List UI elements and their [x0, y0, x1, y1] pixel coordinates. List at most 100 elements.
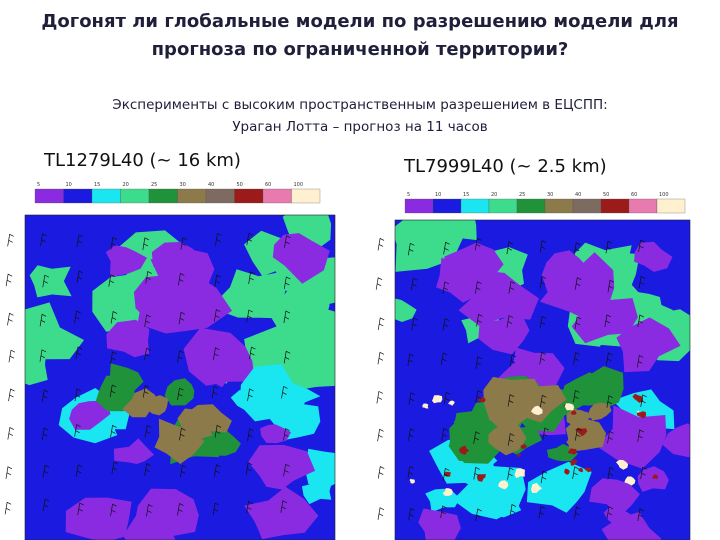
map-region [399, 220, 439, 247]
wind-barb [377, 237, 385, 251]
wind-barb [539, 315, 547, 329]
map-region [230, 387, 267, 413]
wind-barb [442, 318, 450, 331]
wind-barb [607, 430, 614, 444]
wind-barb [540, 470, 548, 484]
wind-barb [145, 271, 152, 284]
panel-label: TL1279L40 (~ 16 km) [44, 150, 241, 171]
map-region [589, 478, 640, 517]
map-region [137, 271, 232, 334]
wind-barb [538, 505, 546, 519]
wind-barb [410, 277, 418, 291]
wind-barb [408, 392, 416, 405]
map-region [29, 265, 72, 298]
wind-barb [177, 350, 184, 363]
map-region [422, 403, 429, 409]
wind-barb [606, 352, 613, 365]
wind-barb [572, 466, 579, 479]
colorbar-swatch [262, 188, 292, 204]
map-region [597, 405, 667, 469]
wind-barb [606, 506, 614, 519]
wind-barb [507, 433, 515, 446]
map-region [305, 448, 335, 489]
wind-barb [509, 504, 517, 517]
wind-barb [411, 317, 418, 331]
wind-barb [75, 346, 83, 360]
colorbar-label: 30 [180, 182, 186, 188]
wind-barb [407, 353, 414, 367]
wind-barb [109, 384, 117, 398]
wind-barb [475, 281, 482, 294]
wind-barb [443, 391, 451, 405]
map-region [526, 461, 592, 513]
colorbar-label: 100 [294, 182, 304, 188]
wind-barb [281, 385, 288, 399]
wind-barb [539, 276, 547, 289]
wind-barb [108, 274, 115, 287]
wind-barb [214, 424, 222, 438]
wind-barb [41, 389, 49, 403]
colorbar-swatch [63, 188, 93, 204]
wind-barb [74, 388, 82, 402]
wind-barb [377, 466, 385, 479]
wind-barb [214, 274, 221, 288]
wind-barb [42, 274, 49, 288]
map-region [651, 474, 658, 479]
wind-barb [246, 500, 253, 514]
wind-barb [637, 314, 644, 328]
map-region [395, 298, 417, 322]
colorbar-swatch [600, 198, 630, 214]
wind-barb [407, 242, 415, 256]
colorbar-label: 30 [547, 192, 553, 198]
wind-barb [573, 242, 581, 255]
colorbar-swatch [234, 188, 264, 204]
map-region [95, 375, 137, 412]
wind-barb [508, 281, 516, 294]
map-region [634, 241, 673, 272]
wind-barb [110, 311, 118, 324]
map-region [432, 395, 443, 404]
wind-barb [76, 234, 84, 247]
wind-barb [574, 277, 582, 290]
colorbar-swatch [460, 198, 490, 214]
wind-barb [375, 277, 383, 290]
wind-barb [377, 507, 385, 520]
wind-barb [8, 349, 16, 363]
colorbar-label: 10 [435, 192, 441, 198]
map-region [498, 480, 509, 490]
map-region [569, 366, 624, 410]
wind-barb [179, 427, 186, 441]
colorbar-swatch [656, 198, 686, 214]
wind-barb [539, 240, 547, 253]
wind-barb [377, 428, 384, 442]
colorbar-label: 60 [631, 192, 637, 198]
map-region [459, 445, 470, 455]
wind-barb [475, 508, 482, 522]
map-region [477, 397, 486, 403]
wind-barb [144, 463, 151, 476]
wind-barb [604, 314, 612, 327]
map-region [69, 400, 111, 430]
map-region [272, 233, 330, 284]
map-region [603, 506, 635, 531]
wind-barb [443, 241, 450, 255]
wind-barb [377, 351, 385, 365]
wind-barb [606, 395, 614, 408]
wind-barb [213, 309, 221, 322]
wind-barb [607, 466, 615, 480]
title-line: Догонят ли глобальные модели по разрешен… [41, 11, 679, 32]
map-region [436, 257, 493, 303]
wind-barb [440, 352, 448, 365]
colorbar-label: 60 [265, 182, 271, 188]
colorbar-swatch [120, 188, 150, 204]
wind-barb [8, 388, 15, 402]
wind-barb [247, 428, 254, 441]
wind-barb [280, 500, 288, 513]
wind-barb [574, 316, 582, 329]
colorbar-swatch [488, 198, 518, 214]
colorbar-swatch [432, 198, 462, 214]
wind-barb [474, 237, 482, 251]
wind-barb [283, 276, 291, 290]
wind-barb [7, 233, 14, 247]
